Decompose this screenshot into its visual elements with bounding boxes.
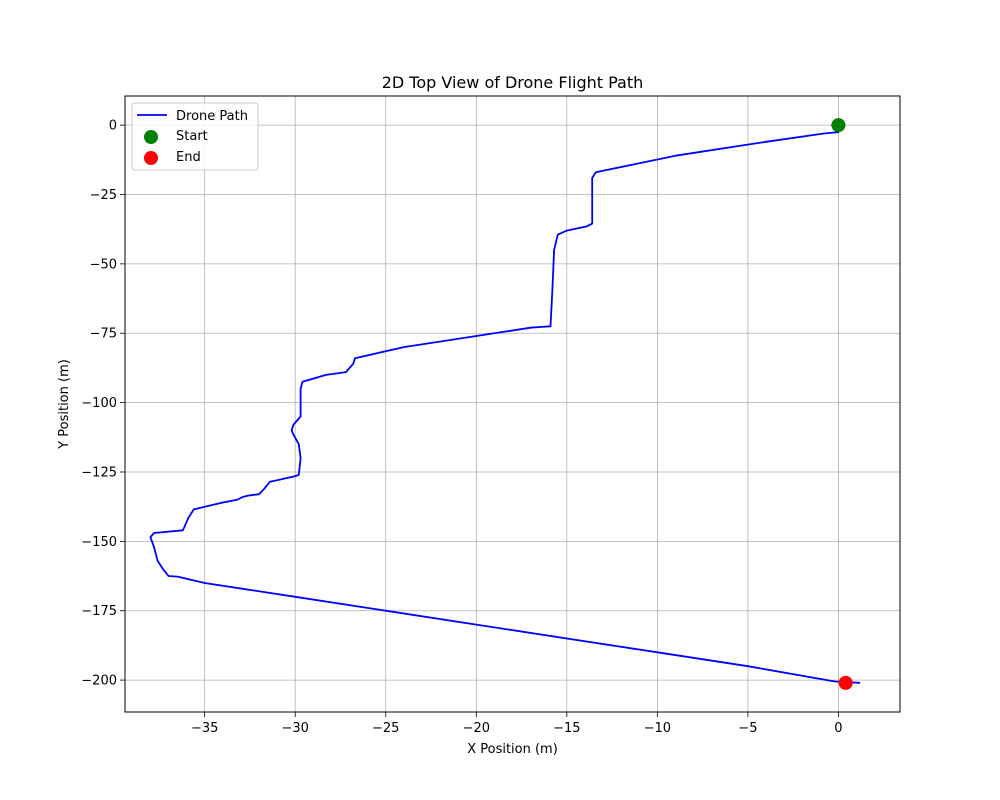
x-tick-label: −30 bbox=[281, 721, 308, 736]
legend-path-label: Drone Path bbox=[176, 109, 248, 124]
plot-frame bbox=[124, 95, 901, 713]
drone-path-line bbox=[149, 124, 861, 684]
x-tick-label: 0 bbox=[834, 721, 842, 736]
chart-title: 2D Top View of Drone Flight Path bbox=[382, 73, 644, 92]
legend-end-label: End bbox=[176, 150, 201, 165]
x-axis-label: X Position (m) bbox=[467, 742, 558, 757]
x-tick-label: −15 bbox=[553, 721, 580, 736]
y-tick-label: −175 bbox=[81, 604, 117, 619]
y-tick-label: −100 bbox=[81, 396, 117, 411]
y-tick-label: 0 bbox=[109, 119, 117, 134]
legend-end-swatch bbox=[144, 151, 158, 165]
start-marker bbox=[831, 118, 846, 133]
legend-box bbox=[131, 102, 259, 171]
x-tick-label: −20 bbox=[463, 721, 490, 736]
y-tick-label: −75 bbox=[90, 327, 117, 342]
tick-layer: −35 −30 −25 −20 −15 −10 −5 00−25−50−75−100−125−… bbox=[81, 119, 842, 736]
y-tick-label: −200 bbox=[81, 674, 117, 689]
x-tick-label: −5 bbox=[738, 721, 757, 736]
y-axis-label: Y Position (m) bbox=[57, 359, 72, 450]
legend-start-label: Start bbox=[176, 129, 208, 144]
y-tick-label: −125 bbox=[81, 465, 117, 480]
end-marker bbox=[838, 675, 853, 690]
y-tick-label: −25 bbox=[90, 188, 117, 203]
legend-start-swatch bbox=[144, 130, 158, 144]
y-tick-label: −150 bbox=[81, 535, 117, 550]
marker-layer bbox=[831, 118, 853, 690]
legend: Drone Path Start End bbox=[131, 102, 259, 171]
y-tick-label: −50 bbox=[90, 257, 117, 272]
x-tick-label: −25 bbox=[372, 721, 399, 736]
path-layer bbox=[149, 124, 861, 684]
x-tick-label: −35 bbox=[191, 721, 218, 736]
x-tick-label: −10 bbox=[644, 721, 671, 736]
